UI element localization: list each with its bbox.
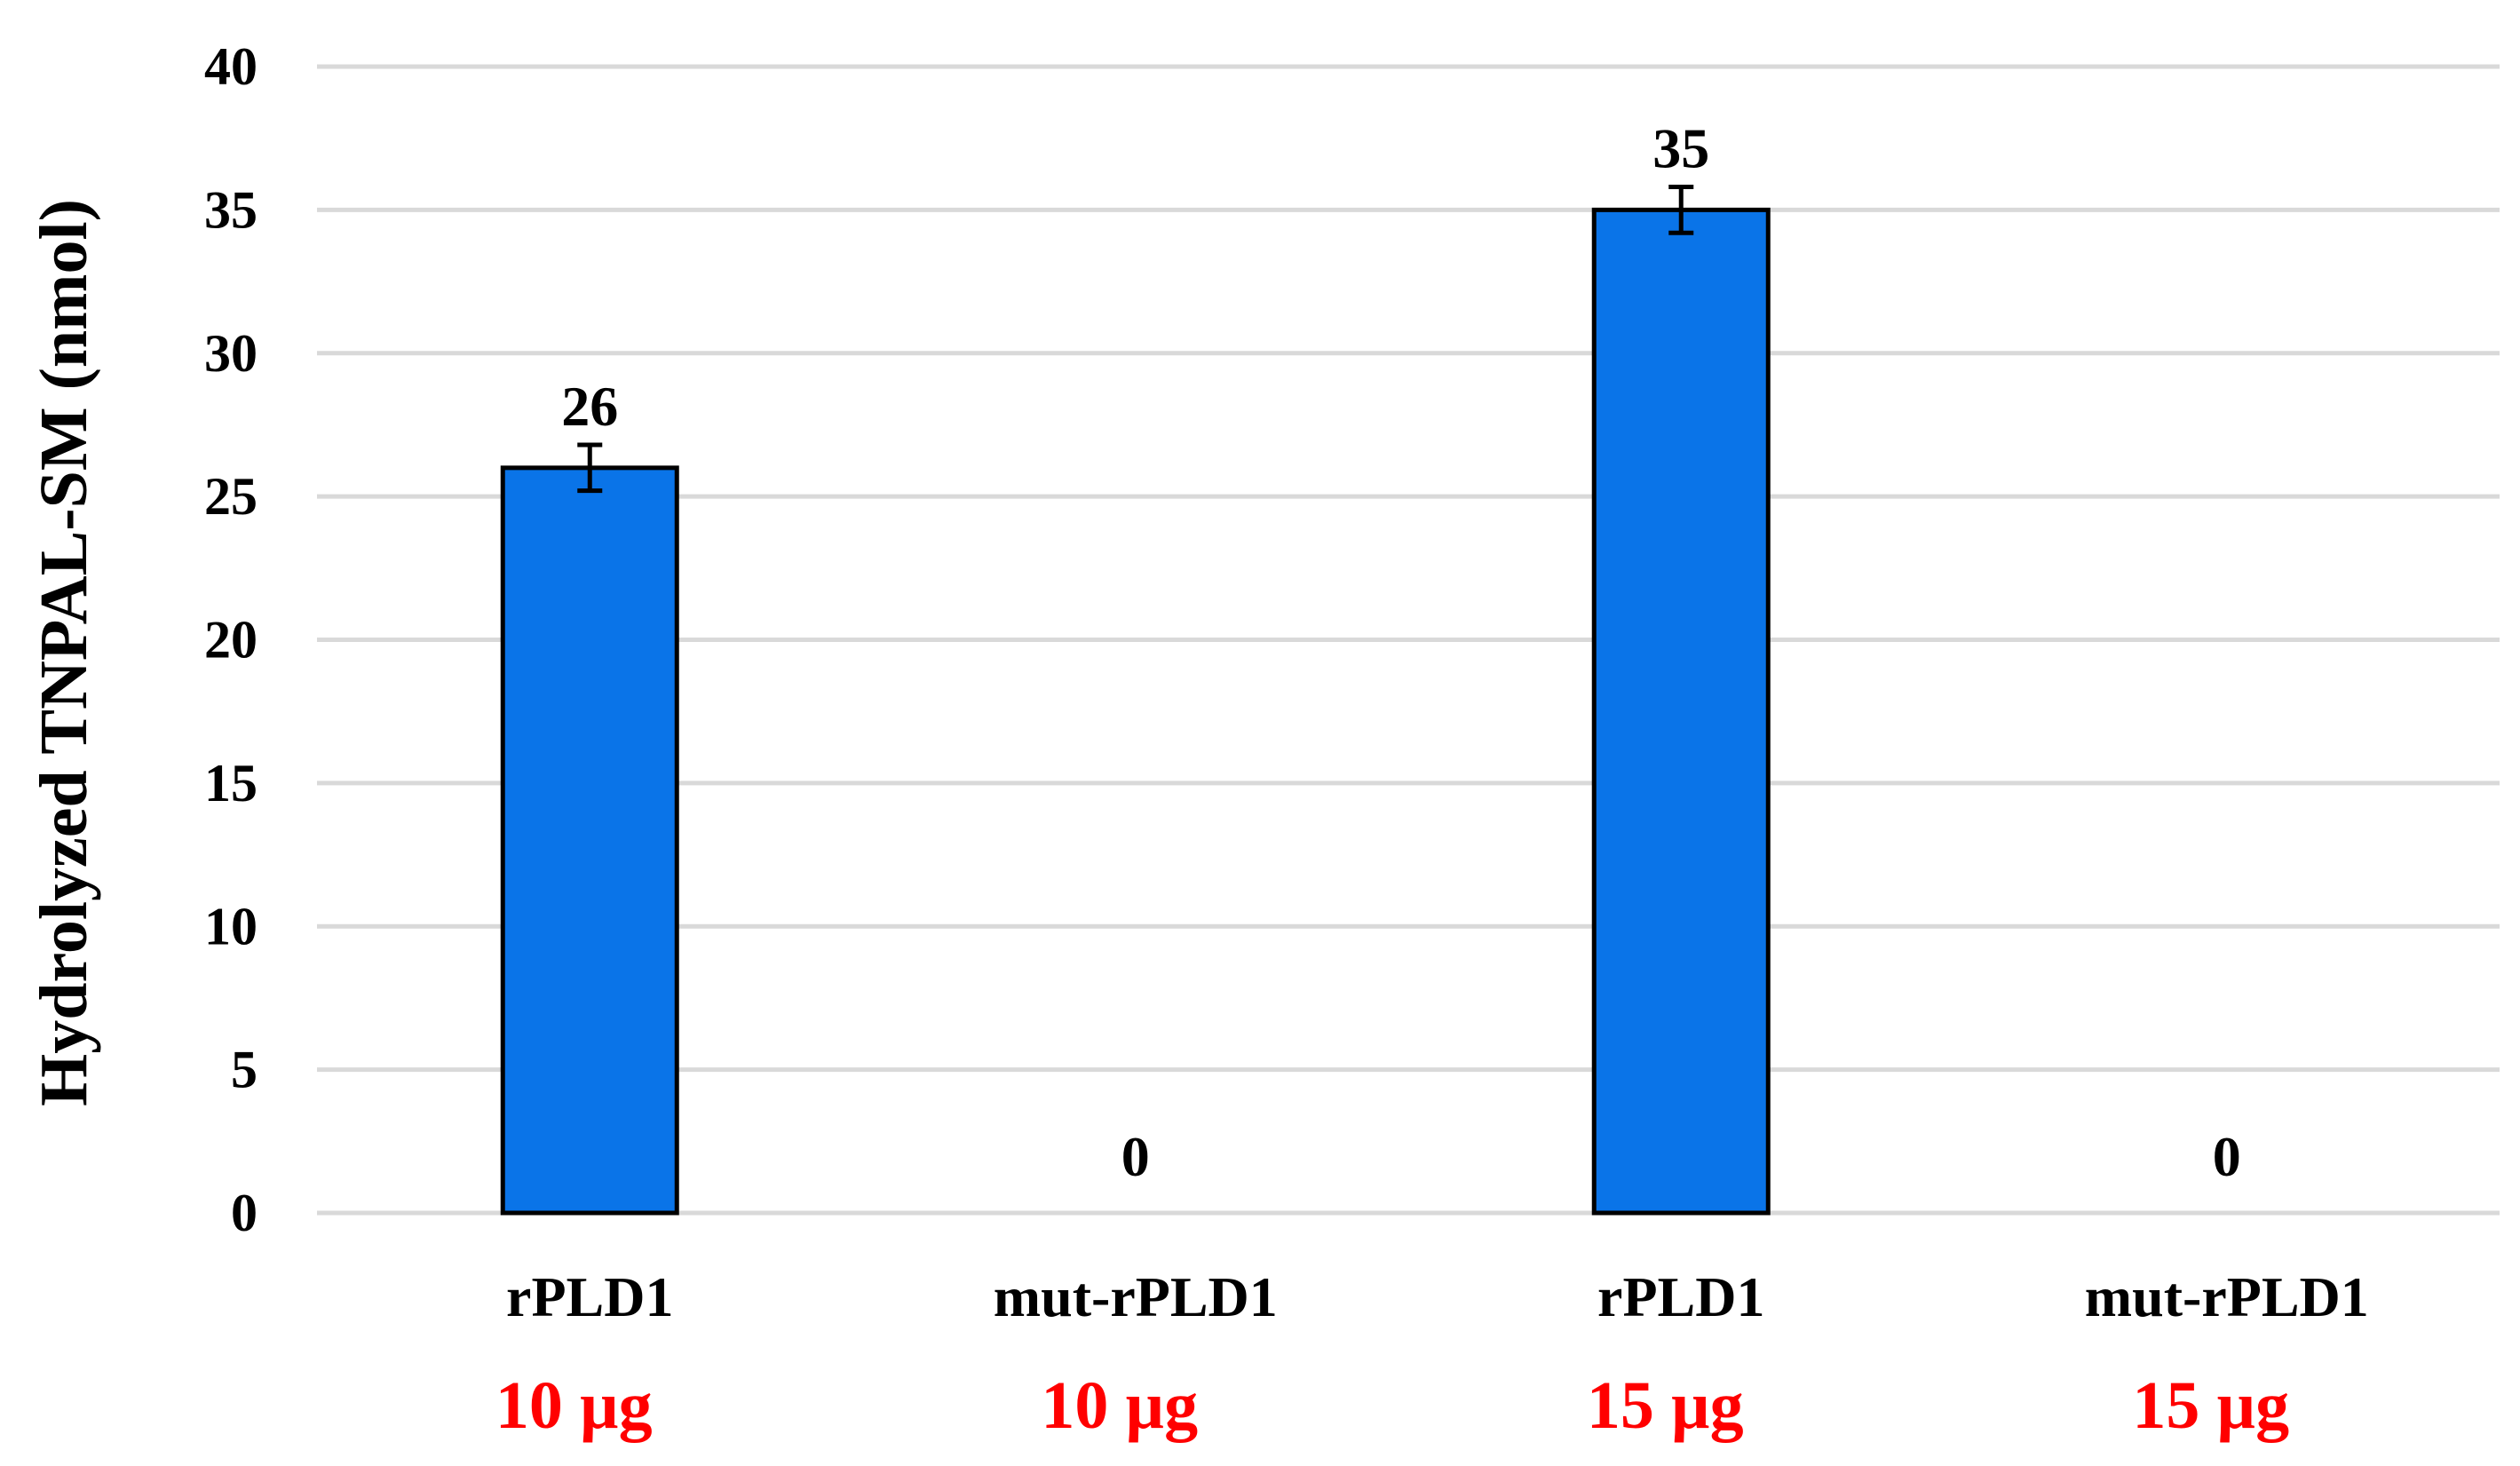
y-tick-label: 5 (231, 1041, 258, 1099)
x-category-label: rPLD1 (506, 1265, 673, 1328)
x-category-label: mut-rPLD1 (994, 1265, 1278, 1328)
y-axis-tick-labels: 0 5 10 15 20 25 30 35 40 (204, 37, 258, 1242)
y-tick-label: 40 (204, 37, 258, 96)
x-axis-category-labels: rPLD1 10 µg mut-rPLD1 10 µg rPLD1 15 µg mut-rP… (495, 1265, 2369, 1443)
y-tick-label: 10 (204, 897, 258, 955)
x-category-label: rPLD1 (1597, 1265, 1764, 1328)
y-tick-label: 30 (204, 324, 258, 383)
x-dose-label: 10 µg (1041, 1368, 1198, 1443)
x-category-label: mut-rPLD1 (2085, 1265, 2369, 1328)
data-label: 0 (2213, 1125, 2241, 1188)
bar (500, 465, 679, 1216)
data-label: 26 (561, 375, 618, 438)
x-dose-label: 15 µg (2132, 1368, 2289, 1443)
y-tick-label: 35 (204, 180, 258, 239)
y-tick-label: 20 (204, 611, 258, 670)
x-dose-label: 10 µg (495, 1368, 653, 1443)
data-labels: 26 0 35 0 (561, 117, 2241, 1188)
data-label: 35 (1652, 117, 1709, 180)
data-label: 0 (1121, 1125, 1150, 1188)
y-tick-label: 15 (204, 754, 258, 812)
y-tick-label: 25 (204, 467, 258, 526)
bar (1591, 207, 1771, 1216)
x-dose-label: 15 µg (1587, 1368, 1744, 1443)
error-bar (1668, 185, 1694, 235)
y-tick-label: 0 (231, 1184, 258, 1242)
y-axis-title: Hydrolyzed TNPAL-SM (nmol) (27, 199, 101, 1106)
bars (500, 185, 1771, 1216)
error-bar (577, 442, 603, 494)
grid-lines (317, 64, 2500, 1216)
